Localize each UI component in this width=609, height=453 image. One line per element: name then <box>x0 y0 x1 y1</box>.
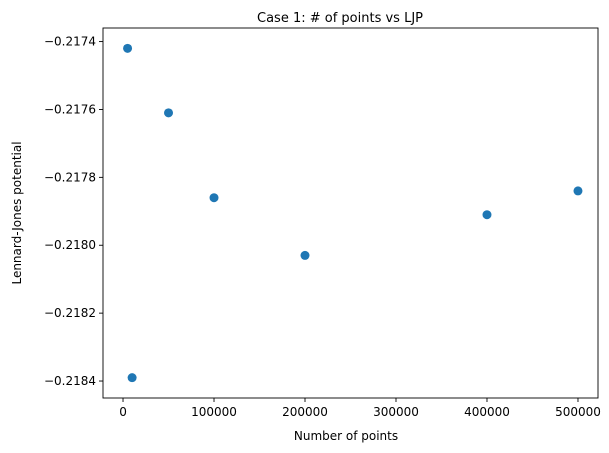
x-axis-ticks: 0 100000 200000 300000 400000 500000 <box>119 398 601 419</box>
data-point-2 <box>164 108 174 118</box>
y-tick-label-1: −0.2182 <box>44 306 96 320</box>
plot-area-frame <box>102 27 599 399</box>
x-tick-label-5: 500000 <box>555 405 601 419</box>
y-tick-label-3: −0.2178 <box>44 170 96 184</box>
x-tick-label-2: 200000 <box>282 405 328 419</box>
x-tick-label-4: 400000 <box>464 405 510 419</box>
y-axis-ticks: −0.2184 −0.2182 −0.2180 −0.2178 −0.2176 −0.21… <box>44 35 103 388</box>
x-tick-label-1: 100000 <box>191 405 237 419</box>
y-tick-label-2: −0.2180 <box>44 238 96 252</box>
data-points <box>123 43 583 383</box>
chart-title: Case 1: # of points vs LJP <box>257 11 423 26</box>
y-tick-label-0: −0.2184 <box>44 374 96 388</box>
data-point-5 <box>482 210 492 220</box>
y-axis-label: Lennard-Jones potential <box>10 141 24 284</box>
data-point-4 <box>300 250 310 260</box>
y-tick-label-4: −0.2176 <box>44 102 96 116</box>
y-tick-label-5: −0.2174 <box>44 35 96 49</box>
x-tick-label-3: 300000 <box>373 405 419 419</box>
data-point-3 <box>209 193 219 203</box>
data-point-1 <box>127 373 137 383</box>
x-tick-label-0: 0 <box>119 405 127 419</box>
x-axis-label: Number of points <box>294 429 398 443</box>
data-point-6 <box>573 186 583 196</box>
data-point-0 <box>123 43 133 53</box>
